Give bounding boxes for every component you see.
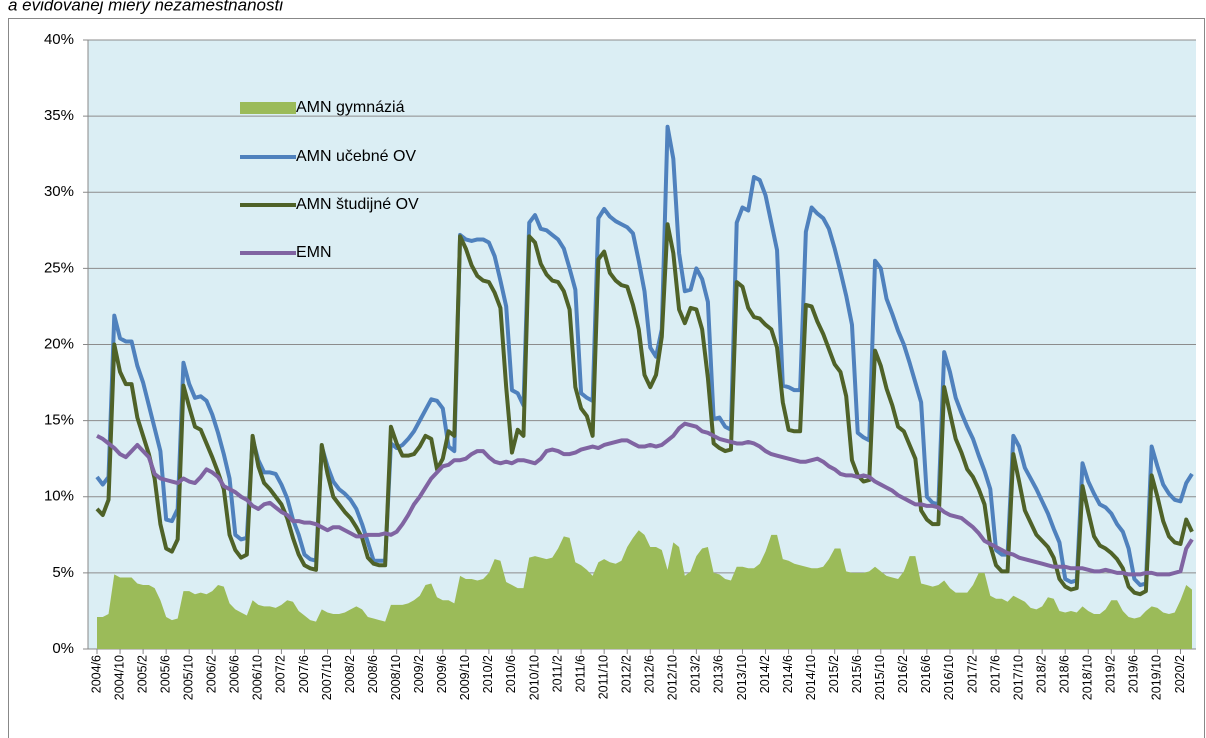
x-tick-label: 2012/2: [620, 655, 634, 693]
x-tick-label: 2007/10: [320, 655, 334, 700]
y-tick-label: 0%: [52, 640, 74, 657]
x-tick-label: 2019/2: [1104, 655, 1118, 693]
y-tick-label: 25%: [44, 259, 74, 276]
x-tick-label: 2015/6: [850, 655, 864, 693]
x-tick-label: 2004/6: [89, 655, 103, 693]
chart-title: a evidovanej miery nezamestnanosti: [8, 0, 284, 14]
x-tick-label: 2017/6: [988, 655, 1002, 693]
x-tick-label: 2014/6: [781, 655, 795, 693]
x-tick-label: 2015/10: [873, 655, 887, 700]
line: [96, 421, 1194, 577]
area: [97, 530, 1192, 649]
y-tick-label: 30%: [44, 183, 74, 200]
x-tick-label: 2013/6: [712, 655, 726, 693]
x-tick-label: 2010/2: [481, 655, 495, 693]
y-tick-label: 5%: [52, 564, 74, 581]
x-tick-label: 2007/6: [297, 655, 311, 693]
x-tick-label: 2009/2: [412, 655, 426, 693]
x-tick-label: 2010/6: [504, 655, 518, 693]
x-tick-label: 2006/10: [251, 655, 265, 700]
x-tick-label: 2011/6: [573, 655, 587, 692]
x-tick-label: 2015/2: [827, 655, 841, 693]
x-tick-label: 2005/10: [182, 655, 196, 700]
x-tick-label: 2017/2: [965, 655, 979, 693]
legend-label: AMN učebné OV: [296, 148, 416, 165]
x-tick-label: 2008/10: [389, 655, 403, 700]
x-tick-label: 2019/6: [1127, 655, 1141, 693]
x-tick-label: 2005/6: [158, 655, 172, 693]
x-tick-label: 2011/2: [550, 655, 564, 692]
x-tick-label: 2010/10: [527, 655, 541, 700]
x-tick-label: 2018/10: [1081, 655, 1095, 700]
legend-label: AMN gymnáziá: [296, 99, 405, 116]
legend-swatch: [240, 102, 296, 114]
x-tick-label: 2016/2: [896, 655, 910, 693]
x-tick-label: 2009/6: [435, 655, 449, 693]
x-tick-label: 2008/2: [343, 655, 357, 693]
x-tick-label: 2009/10: [458, 655, 472, 700]
x-tick-label: 2020/2: [1173, 655, 1187, 693]
y-tick-label: 20%: [44, 335, 74, 352]
x-tick-label: 2016/6: [919, 655, 933, 693]
x-tick-label: 2007/2: [274, 655, 288, 693]
x-tick-label: 2013/10: [735, 655, 749, 700]
x-tick-label: 2019/10: [1150, 655, 1164, 700]
legend-label: AMN študijné OV: [296, 196, 419, 213]
x-tick-label: 2005/2: [135, 655, 149, 693]
legend-label: EMN: [296, 244, 332, 261]
x-tick-label: 2018/6: [1058, 655, 1072, 693]
x-tick-label: 2017/10: [1011, 655, 1025, 700]
y-tick-label: 40%: [44, 31, 74, 48]
y-tick-label: 15%: [44, 412, 74, 429]
line: [95, 222, 1194, 597]
y-tick-label: 35%: [44, 107, 74, 124]
x-tick-label: 2014/2: [758, 655, 772, 693]
x-tick-label: 2012/6: [643, 655, 657, 693]
x-tick-label: 2008/6: [366, 655, 380, 693]
y-tick-label: 10%: [44, 488, 74, 505]
x-tick-label: 2012/10: [666, 655, 680, 700]
x-tick-label: 2014/10: [804, 655, 818, 700]
x-tick-label: 2004/10: [112, 655, 126, 700]
x-tick-label: 2016/10: [942, 655, 956, 700]
x-tick-label: 2006/6: [228, 655, 242, 693]
x-tick-label: 2013/2: [689, 655, 703, 693]
x-tick-label: 2011/10: [596, 655, 610, 699]
x-tick-label: 2006/2: [205, 655, 219, 693]
x-tick-label: 2018/2: [1034, 655, 1048, 693]
